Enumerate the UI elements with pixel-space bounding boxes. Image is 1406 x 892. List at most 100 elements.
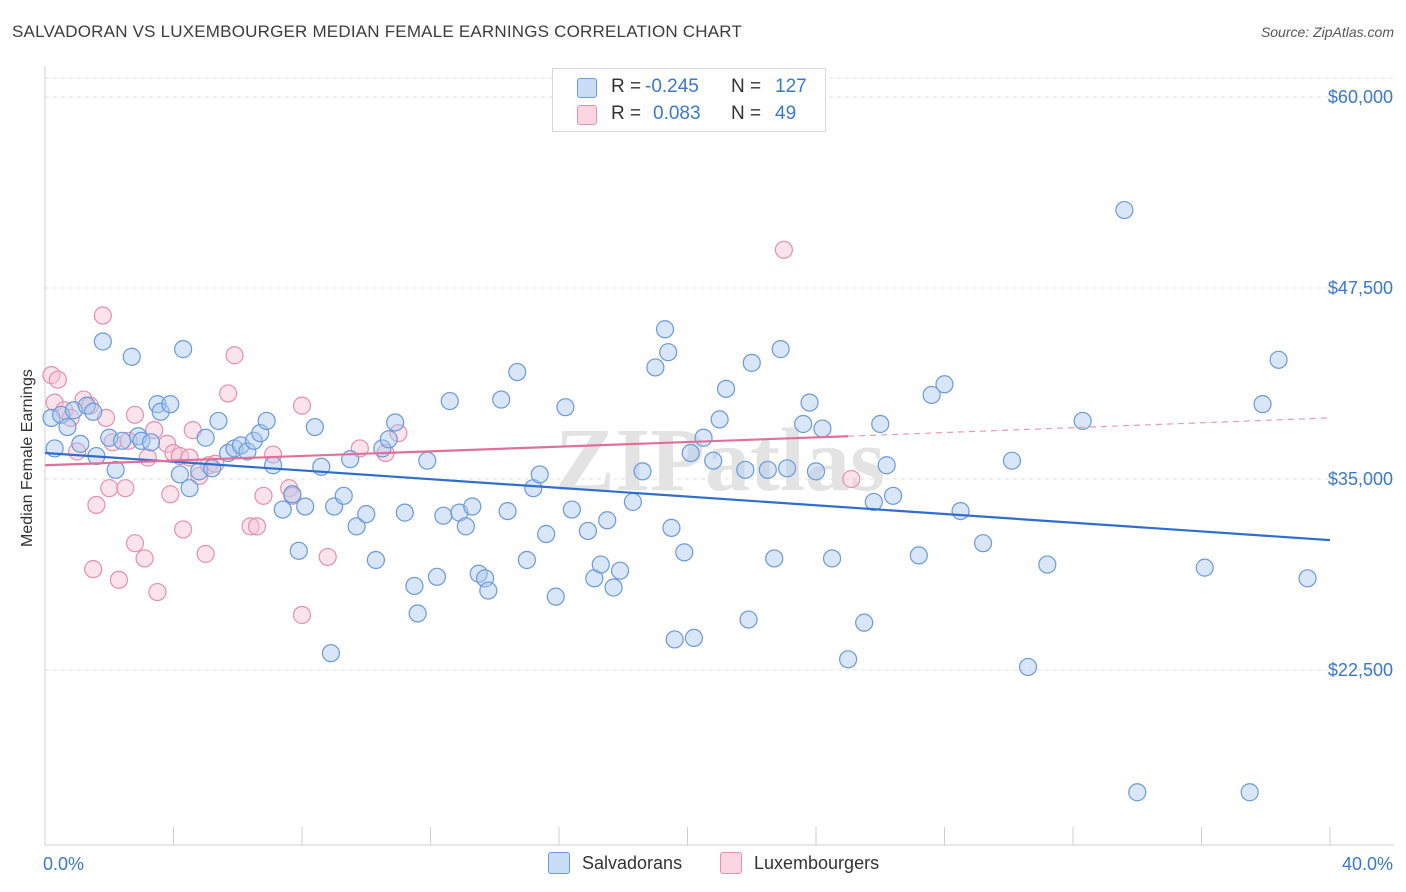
- salvadoran-point: [604, 578, 623, 597]
- salvadoran-point: [758, 460, 777, 479]
- y-tick-label: $35,000: [1328, 469, 1393, 489]
- salvadoran-point: [161, 395, 180, 414]
- chart-title: SALVADORAN VS LUXEMBOURGER MEDIAN FEMALE…: [12, 22, 743, 41]
- salvadoran-point: [321, 644, 341, 663]
- legend-r-value: -0.245: [645, 76, 699, 97]
- luxembourger-point: [174, 520, 193, 539]
- salvadoran-point: [546, 587, 565, 606]
- salvadoran-point: [710, 410, 729, 429]
- salvadoran-point: [386, 413, 405, 432]
- salvadoran-point: [209, 411, 228, 431]
- salvadoran-point: [1195, 558, 1214, 577]
- salvadoran-point: [1240, 783, 1259, 802]
- y-tick-label: $47,500: [1328, 278, 1393, 298]
- salvadoran-point: [492, 390, 511, 409]
- salvadoran-point: [855, 613, 874, 632]
- luxembourger-point: [389, 424, 408, 443]
- x-tick-labels: 0.0% 40.0%: [43, 854, 1393, 874]
- luxembourger-point: [161, 485, 180, 504]
- salvadoran-point: [334, 486, 353, 505]
- luxembourger-point: [84, 560, 103, 579]
- salvadoran-point: [202, 459, 222, 478]
- salvadoran-point: [347, 517, 366, 536]
- salvadoran-point: [1128, 783, 1147, 802]
- salvadoran-point: [877, 456, 896, 475]
- luxembourger-point: [292, 605, 312, 625]
- salvadoran-point: [106, 460, 125, 479]
- luxembourger-point: [93, 306, 112, 325]
- salvadoran-point: [675, 543, 694, 562]
- salvadoran-point: [537, 524, 556, 544]
- source-label: Source: ZipAtlas.com: [1260, 24, 1394, 40]
- salvadoran-point: [822, 549, 842, 568]
- luxembourger-point: [87, 495, 106, 515]
- salvadoran-point: [405, 576, 424, 596]
- salvadoran-point: [1073, 411, 1092, 431]
- salvadoran-point: [973, 534, 993, 553]
- salvadoran-point: [883, 486, 903, 505]
- luxembourger-point: [219, 384, 238, 403]
- salvadoran-point: [623, 492, 642, 512]
- bottom-legend-swatch-salvadorans: [548, 852, 570, 874]
- luxembourger-point: [247, 517, 267, 536]
- legend-swatch-salvadorans: [577, 78, 597, 98]
- salvadoran-point: [1269, 350, 1288, 369]
- luxembourger-point: [148, 582, 167, 602]
- salvadoran-point: [610, 561, 630, 580]
- salvadoran-point: [530, 465, 549, 484]
- salvadoran-point: [598, 511, 617, 530]
- salvadoran-point: [440, 391, 459, 411]
- salvadoran-point: [71, 434, 90, 453]
- salvadoran-point: [681, 443, 700, 463]
- salvadoran-point: [578, 521, 598, 541]
- salvadoran-point: [909, 546, 928, 565]
- bottom-legend-label-salvadorans: Salvadorans: [582, 853, 683, 873]
- salvadoran-point: [257, 411, 276, 431]
- y-tick-labels: $22,500 $35,000 $47,500 $60,000: [1328, 87, 1393, 680]
- correlation-legend: R = -0.245 N = 127 R = 0.083 N = 49: [552, 68, 826, 132]
- x-tick-label: 40.0%: [1342, 854, 1393, 874]
- salvadoran-point: [1298, 569, 1317, 588]
- salvadoran-point: [765, 549, 784, 568]
- salvadoran-point: [800, 393, 819, 412]
- salvadoran-point: [562, 500, 581, 519]
- salvadoran-point: [151, 402, 170, 421]
- salvadoran-point: [662, 518, 681, 537]
- salvadoran-point: [794, 414, 813, 434]
- salvadoran-point: [1018, 657, 1038, 677]
- bottom-legend-swatch-luxembourgers: [720, 852, 742, 874]
- salvadoran-point: [771, 340, 790, 359]
- salvadoran-point: [238, 442, 257, 461]
- x-tick-label: 0.0%: [43, 854, 84, 874]
- luxembourger-point: [774, 240, 793, 259]
- salvadoran-point: [379, 430, 398, 449]
- gridlines: [45, 77, 1394, 671]
- legend-n-label: N =: [731, 76, 762, 97]
- luxembourger-point: [196, 544, 215, 563]
- salvadoran-point: [408, 604, 427, 623]
- legend-r-value: 0.083: [653, 103, 701, 124]
- salvadoran-point: [289, 541, 308, 560]
- salvadoran-point: [263, 456, 283, 475]
- salvadoran-point: [273, 500, 292, 519]
- salvadoran-point: [1002, 451, 1022, 470]
- luxembourger-point: [100, 479, 119, 498]
- luxembourger-point: [135, 549, 154, 568]
- salvadoran-point: [556, 398, 575, 417]
- salvadoran-point: [427, 567, 447, 586]
- salvadoran-point: [357, 505, 376, 524]
- luxembourger-point: [842, 469, 861, 489]
- luxembourger-point: [125, 534, 145, 553]
- luxembourger-point: [318, 547, 337, 567]
- salvadoran-point: [132, 431, 151, 450]
- luxembourger-point: [157, 434, 177, 453]
- legend-swatch-luxembourgers: [577, 105, 597, 125]
- salvadoran-point: [84, 402, 103, 421]
- salvadoran-point: [418, 451, 437, 470]
- salvadoran-point: [244, 431, 263, 450]
- salvadoran-point: [655, 320, 675, 339]
- salvadoran-point: [739, 610, 758, 629]
- series-salvadorans: [42, 200, 1317, 802]
- salvadoran-point: [434, 506, 453, 525]
- legend-n-value: 49: [775, 103, 797, 124]
